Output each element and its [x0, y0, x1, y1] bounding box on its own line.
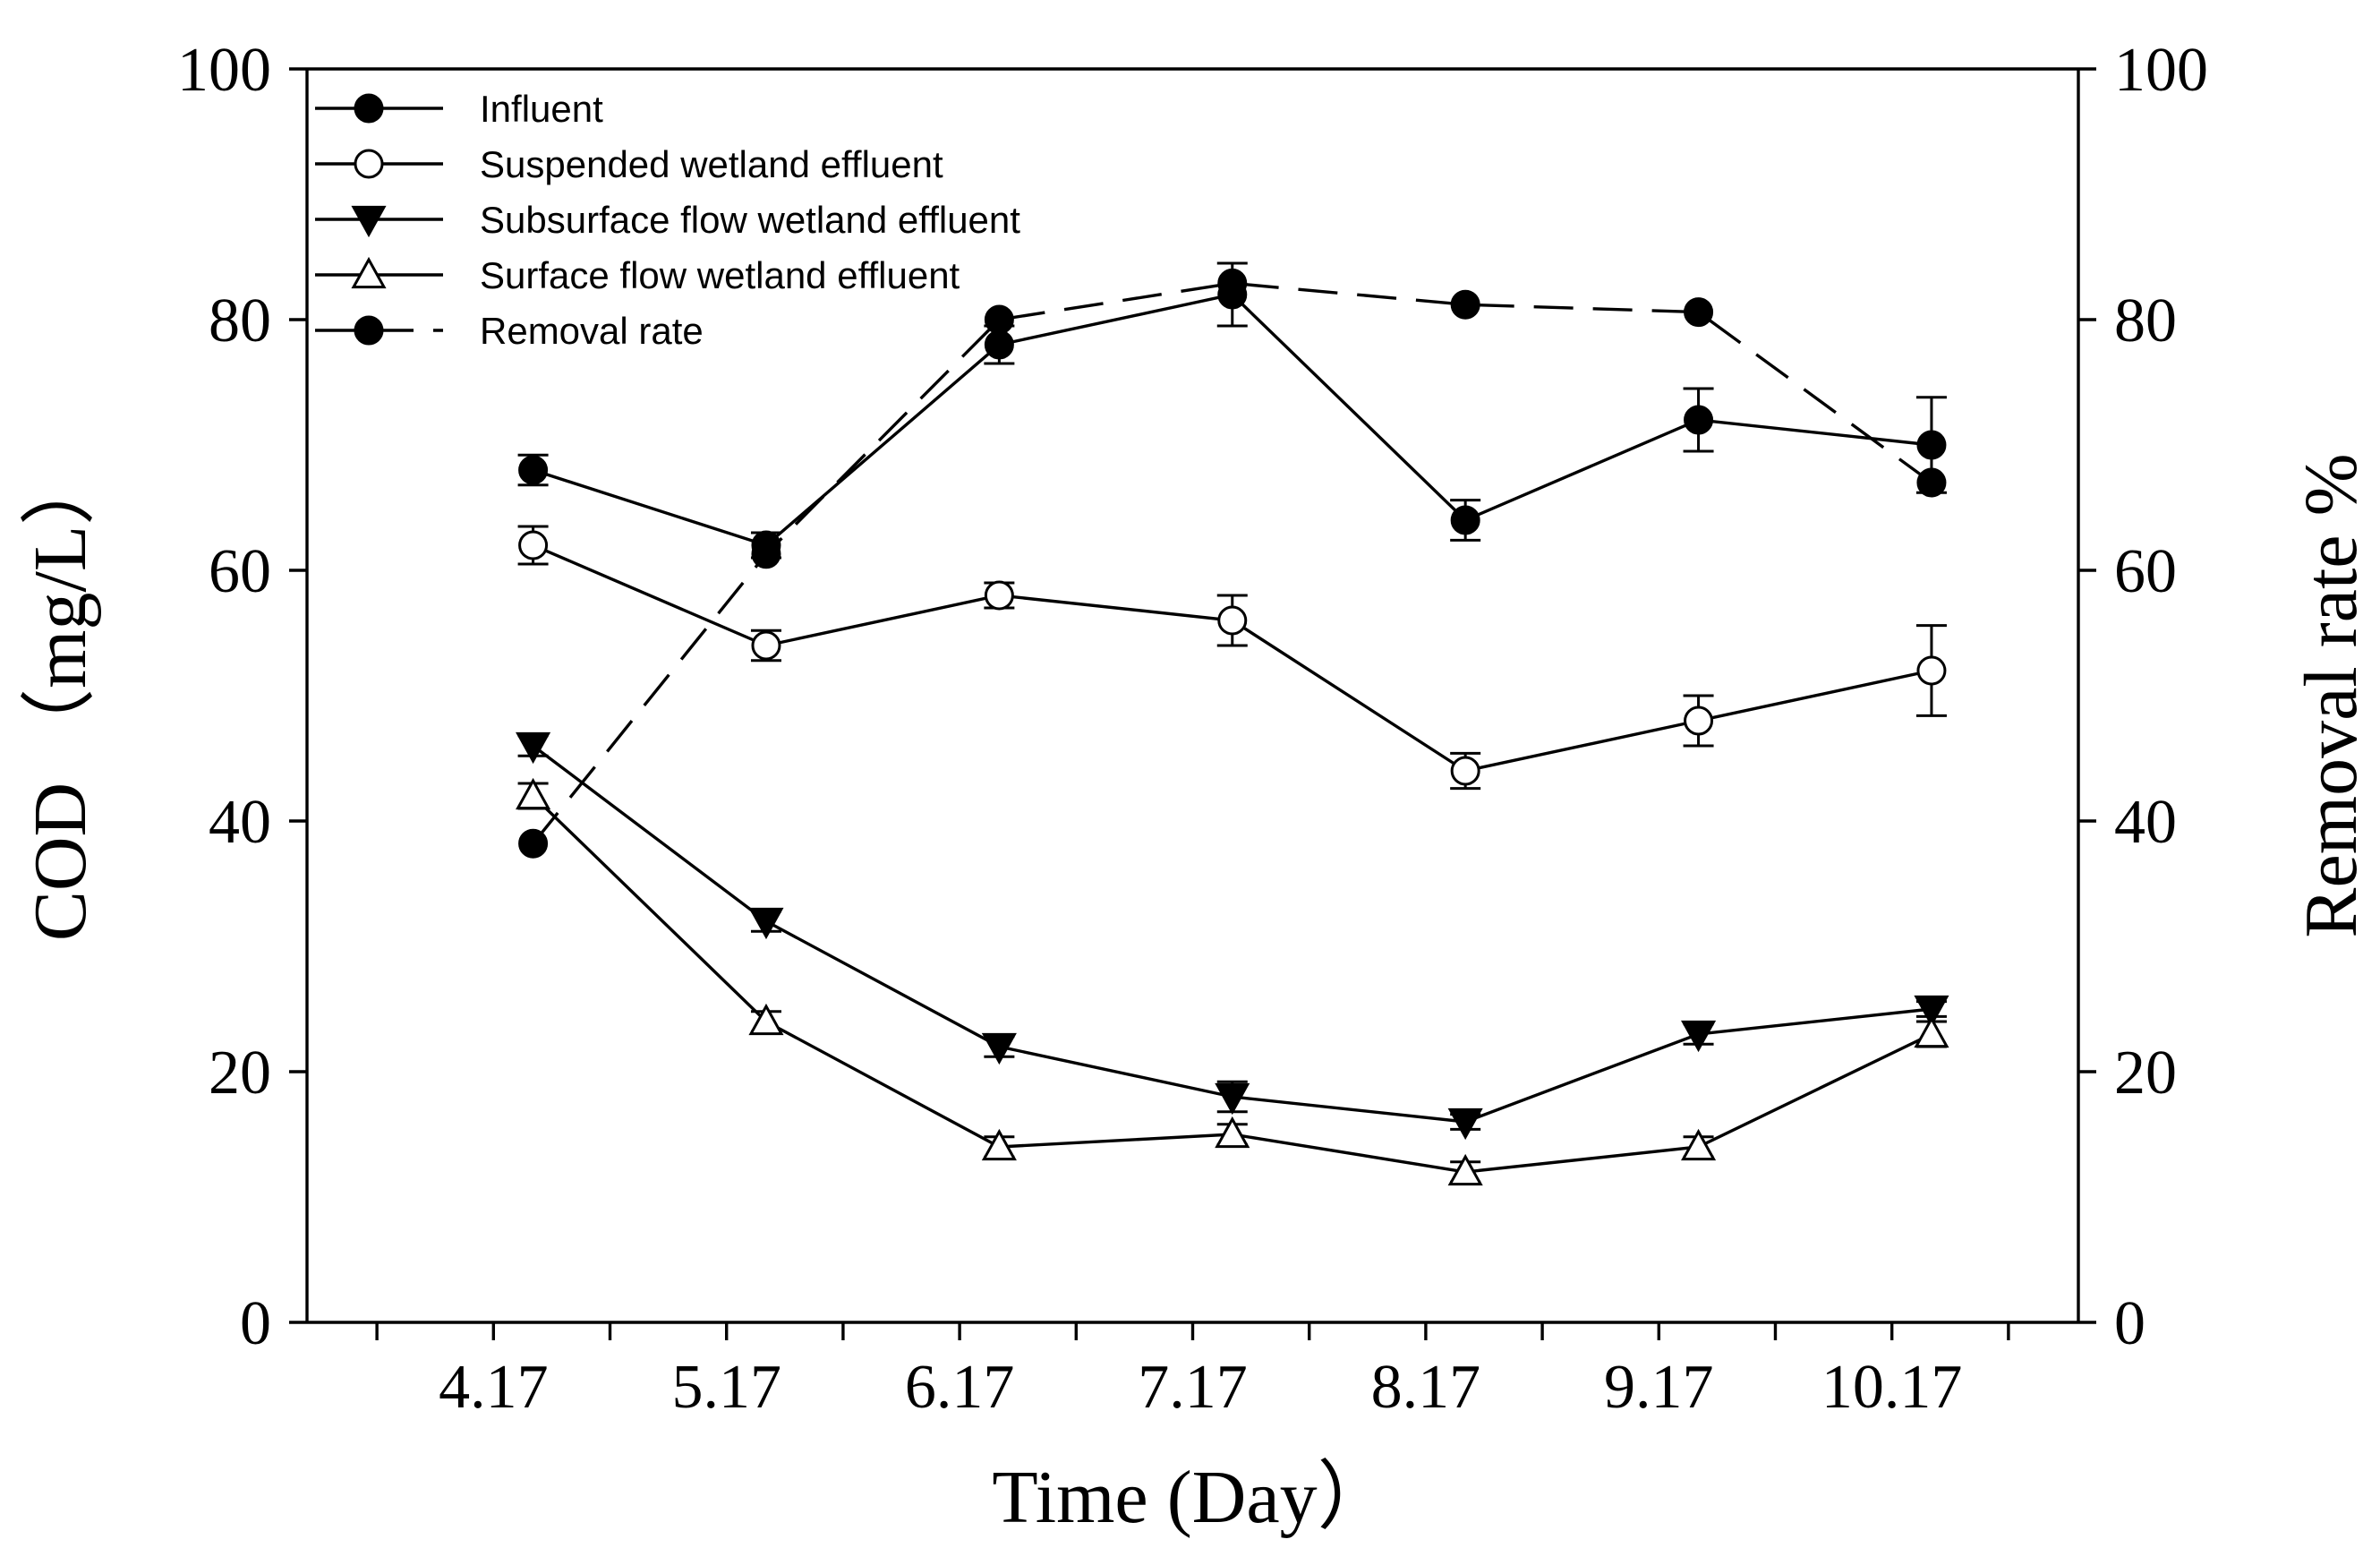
y2-tick-label: 20	[2114, 1039, 2177, 1107]
data-point	[1916, 467, 1947, 498]
y-tick-label: 20	[209, 1039, 271, 1107]
y2-axis-title: Removal rate %	[2290, 453, 2373, 937]
data-point	[748, 1003, 784, 1036]
series-removal-rate	[518, 268, 1947, 859]
data-point	[1447, 1153, 1483, 1186]
data-point	[981, 1032, 1017, 1065]
legend-marker	[354, 93, 384, 124]
data-point	[1916, 655, 1947, 686]
series-surface-flow-wetland-effluent	[516, 777, 1949, 1186]
data-point	[1916, 430, 1947, 460]
data-point	[1914, 995, 1949, 1028]
y-tick-label: 40	[209, 788, 271, 857]
y2-tick-label: 80	[2114, 286, 2177, 355]
legend-item: Subsurface flow wetland effluent	[315, 199, 1020, 241]
data-point	[1450, 505, 1480, 535]
data-point	[1215, 1116, 1250, 1149]
legend-marker	[351, 205, 387, 238]
data-point	[751, 539, 781, 569]
legend-label: Influent	[480, 88, 603, 130]
y2-tick-label: 60	[2114, 537, 2177, 606]
legend-marker	[351, 256, 387, 289]
series-line	[532, 281, 1932, 845]
data-point	[1684, 297, 1714, 328]
legend-item: Removal rate	[315, 310, 704, 352]
x-tick-label: 7.17	[1138, 1353, 1248, 1422]
data-point	[1914, 1015, 1949, 1048]
legend-label: Subsurface flow wetland effluent	[480, 199, 1020, 241]
y2-tick-label: 40	[2114, 788, 2177, 857]
series-line	[533, 293, 1932, 547]
y-tick-label: 100	[177, 36, 271, 105]
x-tick-label: 8.17	[1371, 1353, 1481, 1422]
data-point	[518, 530, 549, 560]
data-point	[1450, 756, 1480, 786]
legend-item: Suspended wetland effluent	[315, 143, 943, 185]
data-point	[516, 777, 551, 810]
series-line	[532, 543, 1932, 773]
y-tick-label: 0	[240, 1289, 271, 1358]
legend-label: Suspended wetland effluent	[480, 143, 943, 185]
legend-item: Influent	[315, 88, 603, 130]
series-line	[532, 744, 1932, 1124]
data-point	[1215, 1082, 1250, 1116]
data-point	[518, 455, 549, 485]
x-axis-title: Time (Day）	[992, 1456, 1392, 1539]
legend-marker	[354, 315, 384, 346]
y-tick-label: 60	[209, 537, 271, 606]
data-point	[984, 329, 1014, 360]
series-line	[532, 794, 1932, 1174]
data-point	[1681, 1128, 1717, 1161]
data-point	[984, 304, 1014, 335]
series-layer	[516, 261, 1949, 1186]
x-tick-label: 6.17	[905, 1353, 1015, 1422]
legend-label: Removal rate	[480, 310, 704, 352]
y2-tick-label: 100	[2114, 36, 2208, 105]
data-point	[1684, 706, 1714, 736]
data-point	[751, 630, 781, 661]
series-suspended-wetland-effluent	[517, 525, 1947, 791]
data-point	[984, 580, 1014, 611]
y-axis-title: COD （mg/L）	[19, 450, 102, 941]
series-influent	[517, 261, 1947, 560]
x-tick-label: 10.17	[1821, 1353, 1963, 1422]
x-tick-label: 9.17	[1604, 1353, 1714, 1422]
data-point	[1447, 1107, 1483, 1141]
legend-item: Surface flow wetland effluent	[315, 254, 960, 296]
data-point	[748, 907, 784, 940]
data-point	[518, 828, 549, 859]
data-point	[1450, 289, 1480, 320]
data-point	[516, 731, 551, 765]
y-tick-label: 80	[209, 286, 271, 355]
axis-ticks: 4.17 5.17 6.17 7.17 8.17 9.17 10.17 0 20 40 60 80 10…	[177, 36, 2208, 1422]
data-point	[1217, 268, 1248, 298]
x-tick-label: 5.17	[671, 1353, 781, 1422]
data-point	[981, 1128, 1017, 1161]
legend-marker	[354, 149, 384, 179]
data-point	[1684, 405, 1714, 435]
y2-tick-label: 0	[2114, 1289, 2145, 1358]
legend: Influent Suspended wetland effluent Subsur…	[315, 88, 1020, 352]
series-subsurface-flow-wetland-effluent	[516, 731, 1949, 1141]
data-point	[1681, 1020, 1717, 1053]
legend-label: Surface flow wetland effluent	[480, 254, 960, 296]
data-point	[1217, 605, 1248, 636]
x-tick-label: 4.17	[439, 1353, 549, 1422]
